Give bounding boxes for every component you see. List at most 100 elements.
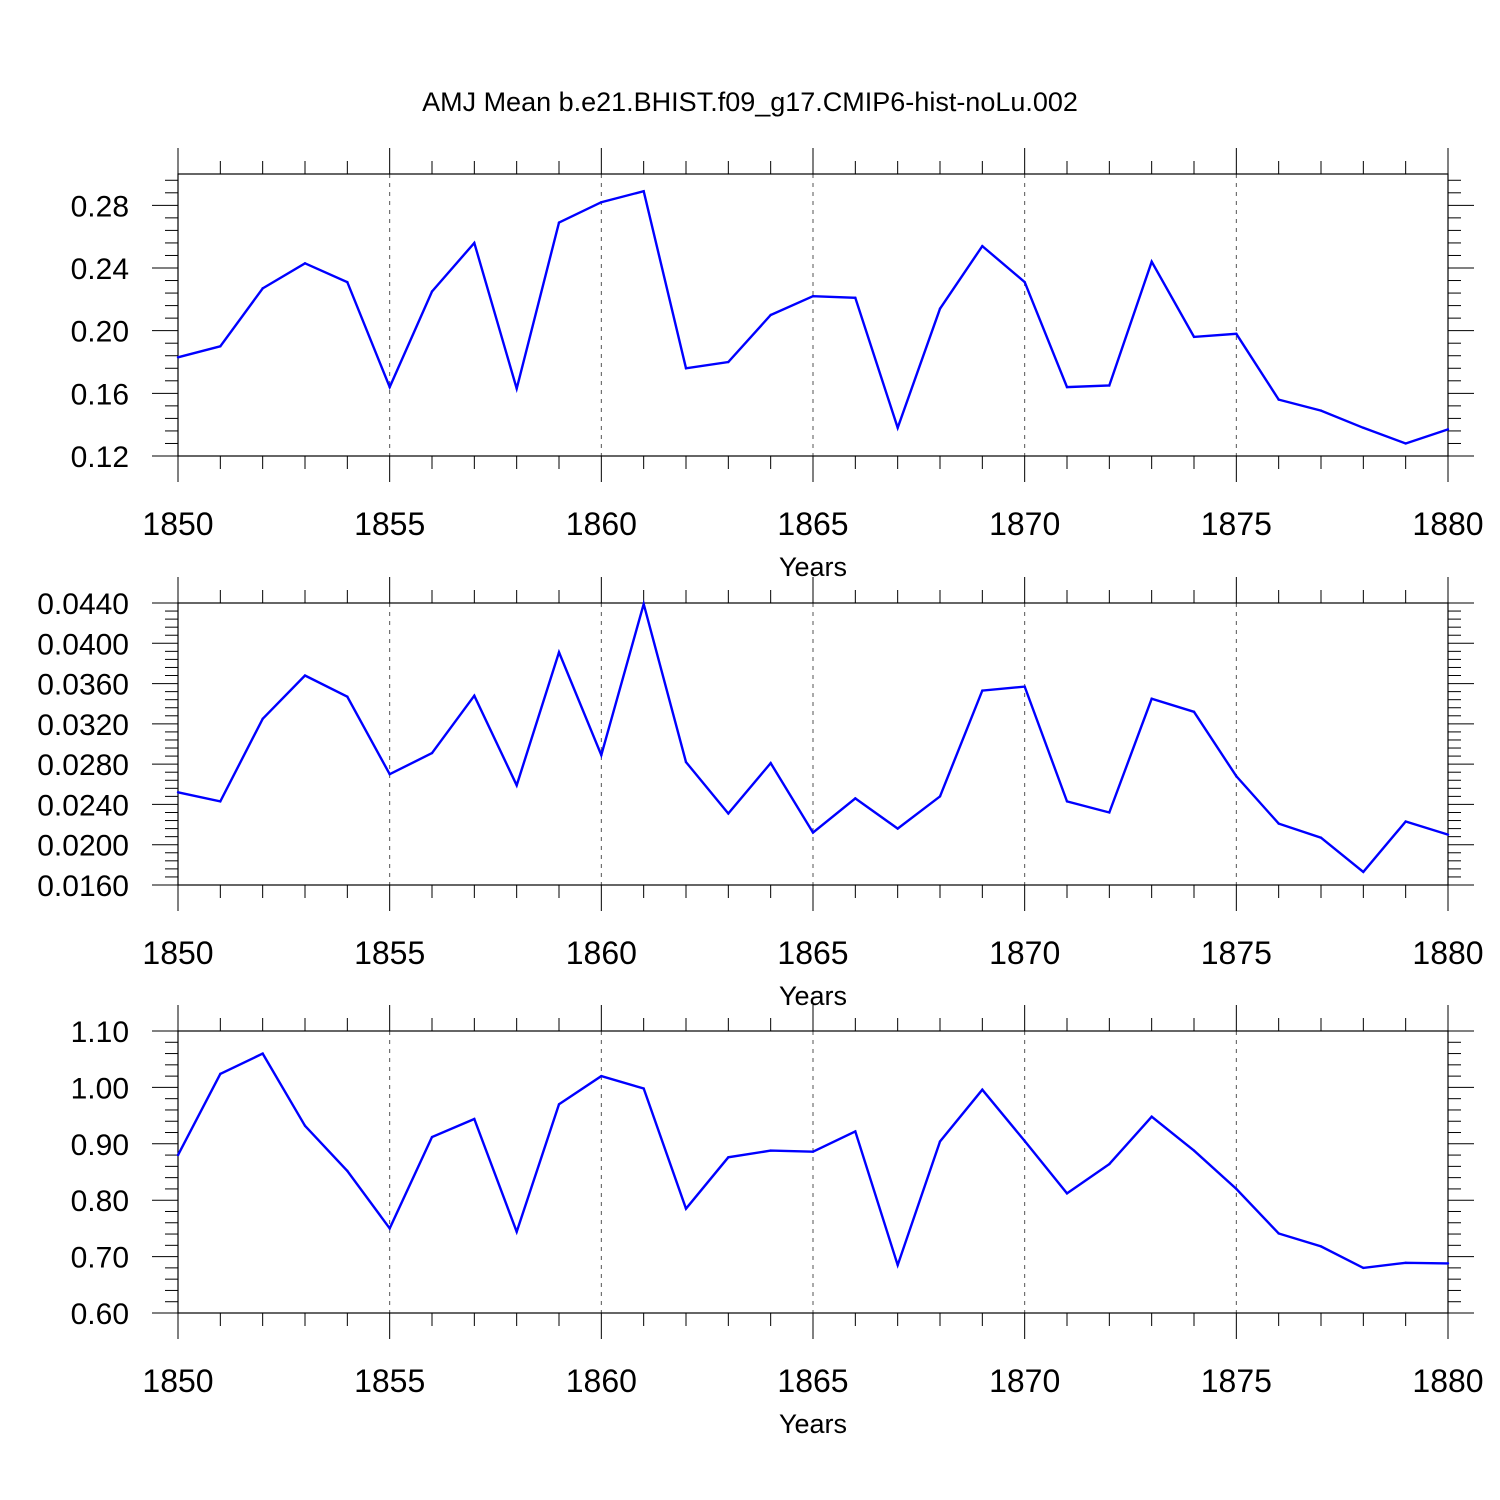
chart-3-data-point xyxy=(1065,1192,1069,1195)
chart-1-data-point xyxy=(473,241,476,245)
chart-3-data-point xyxy=(515,1230,518,1233)
chart-3-y-axis-label-unit-exponent: 2 xyxy=(18,1057,35,1065)
chart-1-y-tick-label: 0.20 xyxy=(71,316,129,349)
chart-3-data-point xyxy=(219,1072,222,1076)
chart-2-axes-frame xyxy=(177,602,1449,886)
chart-2-x-tick-label: 1855 xyxy=(354,935,425,971)
chart-2-y-tick-label: 0.0360 xyxy=(37,669,129,702)
chart-3-data-point xyxy=(176,1153,180,1157)
chart-1-y-axis-label-unit: m xyxy=(20,192,48,220)
chart-1-x-tick-label: 1870 xyxy=(989,506,1060,542)
chart-1-x-tick-label: 1865 xyxy=(777,506,848,542)
chart-2-data-point xyxy=(727,812,730,815)
chart-2-data-point xyxy=(430,751,434,755)
chart-3-data-point xyxy=(769,1149,772,1152)
chart-3-data-point xyxy=(642,1087,645,1090)
chart-1-data-point xyxy=(176,356,180,359)
chart-2-data-point xyxy=(388,773,391,776)
chart-3-data-point xyxy=(600,1074,603,1078)
chart-2-data-point xyxy=(303,674,307,677)
chart-2-data-point xyxy=(854,797,857,800)
chart-3-y-axis-label-exponent: 12 xyxy=(18,1093,35,1110)
chart-2-data-point xyxy=(1108,811,1111,814)
chart-2-data-point xyxy=(261,717,264,721)
chart-1-y-tick-label: 0.16 xyxy=(71,378,129,411)
chart-2-data-point xyxy=(473,694,476,697)
chart-3-y-tick-label: 1.00 xyxy=(71,1072,129,1105)
chart-2-x-tick-label: 1870 xyxy=(989,935,1060,971)
chart-1-data-point xyxy=(938,307,942,310)
chart-2-y-tick-label: 0.0320 xyxy=(37,709,129,742)
chart-2-data-point xyxy=(1150,697,1153,700)
chart-1-data-point xyxy=(261,287,264,290)
chart-1-data-point xyxy=(303,262,307,265)
chart-3-y-tick-label: 0.60 xyxy=(71,1298,129,1331)
chart-1-data-point xyxy=(1023,280,1026,284)
chart-2-data-point xyxy=(769,761,772,765)
chart-panel-2: 0.0160 0.0200 0.0240 0.0280 0.0320 0.0360 0.04… xyxy=(18,577,1484,1011)
chart-3-y-axis-label: GIN Ice Area 1012 m2 xyxy=(18,1057,48,1288)
chart-3-data-point xyxy=(557,1103,561,1106)
chart-2-data-point xyxy=(1023,685,1026,688)
chart-1-data-point xyxy=(1235,332,1238,335)
chart-1-y-axis-label-main: GIN Ice Volume 10 xyxy=(20,236,48,446)
chart-3-x-tick-label: 1855 xyxy=(354,1363,425,1399)
chart-2-y-tick-label: 0.0160 xyxy=(37,870,129,903)
chart-3-data-point xyxy=(1277,1232,1280,1235)
chart-panels: 0.12 0.16 0.20 0.24 0.28 1850 1855 1860 1865 1870… xyxy=(18,148,1484,1439)
chart-2-y-tick-label: 0.0440 xyxy=(37,588,129,621)
chart-3-x-tick-label: 1860 xyxy=(566,1363,637,1399)
chart-3-data-point xyxy=(896,1263,899,1267)
chart-3-data-point xyxy=(981,1088,984,1091)
chart-1-data-point xyxy=(1192,335,1196,339)
chart-1-axes-frame xyxy=(177,173,1449,457)
chart-3-data-point xyxy=(1362,1266,1365,1270)
chart-1-data-point xyxy=(1319,409,1323,412)
chart-2-data-point xyxy=(346,695,349,698)
chart-1-data-point xyxy=(1108,384,1111,387)
chart-1-y-axis-label: GIN Ice Volume 1013 m3 xyxy=(18,184,48,447)
chart-2-data-point xyxy=(219,800,222,803)
chart-2-data-point xyxy=(515,784,518,787)
chart-3-data-point xyxy=(388,1227,391,1230)
chart-1-data-point xyxy=(557,221,561,224)
chart-panel-1: 0.12 0.16 0.20 0.24 0.28 1850 1855 1860 1865 1870… xyxy=(18,148,1484,582)
chart-3-data-point xyxy=(938,1140,942,1143)
chart-1-x-tick-label: 1855 xyxy=(354,506,425,542)
chart-1-data-point xyxy=(430,290,434,293)
chart-3-axes-frame xyxy=(177,1030,1449,1314)
chart-3-data-point xyxy=(684,1207,688,1210)
chart-1-data-point xyxy=(219,345,222,348)
chart-2-y-axis-label-exponent: 13 xyxy=(18,634,35,651)
chart-3-y-tick-label: 1.10 xyxy=(71,1016,129,1049)
chart-3-y-axis-label-main: GIN Ice Area 10 xyxy=(20,1109,48,1287)
chart-2-data-point xyxy=(1446,833,1450,836)
chart-2-x-tick-label: 1875 xyxy=(1201,935,1272,971)
chart-1-data-point xyxy=(1404,442,1407,445)
chart-1-data-point xyxy=(769,313,772,317)
chart-2-x-tick-label: 1865 xyxy=(777,935,848,971)
chart-2-data-point xyxy=(1362,870,1365,874)
chart-3-x-tick-label: 1850 xyxy=(142,1363,213,1399)
chart-3-data-point xyxy=(1319,1245,1323,1248)
chart-2-x-tick-label: 1880 xyxy=(1412,935,1483,971)
chart-2-data-point xyxy=(642,602,645,606)
chart-3-y-tick-label: 0.90 xyxy=(71,1129,129,1162)
chart-2-data-point xyxy=(1065,800,1069,803)
chart-2-x-tick-label: 1860 xyxy=(566,935,637,971)
chart-title: AMJ Mean b.e21.BHIST.f09_g17.CMIP6-hist-… xyxy=(422,87,1078,117)
chart-2-data-point xyxy=(176,791,180,794)
chart-1-y-axis-label-exponent: 13 xyxy=(18,220,35,237)
chart-2-data-point xyxy=(557,651,561,654)
chart-1-data-point xyxy=(896,426,899,429)
chart-2-data-point xyxy=(684,760,688,764)
chart-3-data-point xyxy=(1023,1139,1026,1143)
chart-3-data-point xyxy=(854,1130,857,1133)
chart-3-x-axis-label: Years xyxy=(779,1409,847,1439)
chart-3-data-point xyxy=(473,1117,476,1121)
chart-2-data-point xyxy=(1277,822,1280,825)
chart-1-data-point xyxy=(642,190,645,193)
chart-2-data-point xyxy=(1192,710,1196,713)
chart-3-data-point xyxy=(811,1150,815,1153)
